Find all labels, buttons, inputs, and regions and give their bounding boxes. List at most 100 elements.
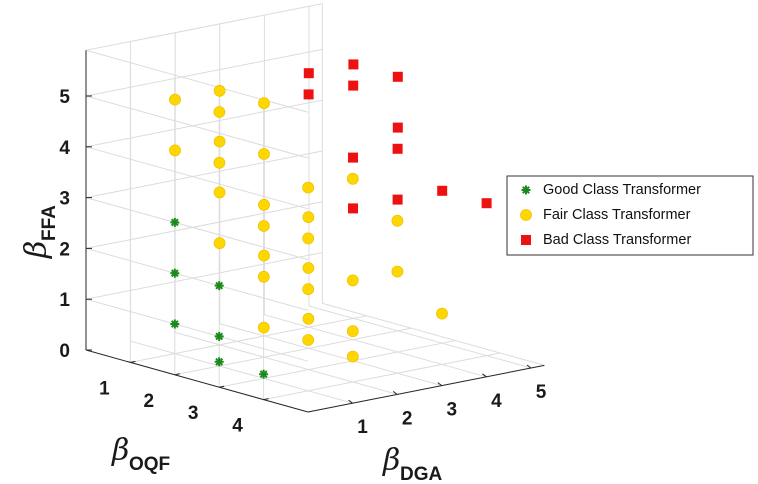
grid-line <box>130 315 367 363</box>
y-tick-mark <box>482 373 487 378</box>
z-axis-label-sub: FFA <box>39 205 60 241</box>
fair-point <box>346 350 359 363</box>
y-tick-label: 1 <box>357 417 368 438</box>
y-axis-line <box>307 364 545 413</box>
fair-point <box>213 156 226 169</box>
grid-line <box>322 302 545 366</box>
x-tick-mark <box>219 385 225 388</box>
y-axis-label-beta: β <box>382 443 400 478</box>
fair-point <box>258 198 270 211</box>
bad-point <box>481 198 492 209</box>
fair-point <box>258 249 270 262</box>
good-point <box>214 357 224 367</box>
legend-label-good: Good Class Transformer <box>543 182 701 198</box>
grid-line <box>85 201 323 249</box>
z-tick-label: 4 <box>59 138 70 159</box>
z-axis-label: β FFA <box>19 205 60 259</box>
y-tick-label: 2 <box>402 408 413 429</box>
fair-point <box>257 220 270 232</box>
tick-labels: 0 1 2 3 4 5 1 2 3 4 1 2 3 4 5 <box>59 87 546 438</box>
grid-line <box>85 49 309 113</box>
fair-point <box>302 312 315 325</box>
x-tick-label: 4 <box>232 416 243 437</box>
bad-point <box>437 185 448 196</box>
grid-line <box>308 305 532 369</box>
legend-marker-fair <box>520 209 532 221</box>
fair-point <box>302 232 315 245</box>
x-tick-mark <box>263 398 269 401</box>
grid-layer <box>85 3 545 413</box>
fair-point <box>169 144 181 157</box>
good-point <box>214 281 224 291</box>
bad-point <box>303 89 314 100</box>
grid-line <box>85 247 309 311</box>
legend-box <box>506 175 754 256</box>
fair-point <box>391 265 404 278</box>
bad-point <box>348 203 358 214</box>
y-tick-mark <box>392 390 398 395</box>
fair-point <box>346 274 359 287</box>
grid-line <box>174 327 412 376</box>
grid-line <box>85 298 309 362</box>
bad-point <box>392 122 403 133</box>
y-axis-label: β DGA <box>382 443 443 484</box>
fair-point <box>213 106 226 118</box>
fair-point <box>346 172 359 185</box>
y-tick-mark <box>437 382 443 387</box>
legend-marker-bad <box>521 235 531 245</box>
fair-point <box>257 270 270 283</box>
grid-line <box>263 352 501 401</box>
grid-line <box>85 252 323 300</box>
fair-point <box>302 211 315 224</box>
z-tick-label: 2 <box>59 239 70 260</box>
legend-label-fair: Fair Class Transformer <box>543 207 691 223</box>
fair-point <box>213 237 226 250</box>
fair-point <box>302 283 315 296</box>
y-tick-label: 5 <box>536 382 547 403</box>
good-point <box>259 369 269 379</box>
fair-point <box>213 84 226 97</box>
legend-marker-symbol <box>521 235 531 245</box>
y-tick-mark <box>526 364 532 369</box>
z-tick-label: 1 <box>59 290 70 311</box>
fair-point <box>302 334 315 346</box>
y-tick-mark <box>348 399 353 404</box>
z-tick-label: 5 <box>59 87 70 108</box>
z-axis-label-beta: β <box>19 241 54 259</box>
grid-line <box>219 323 442 387</box>
grid-line <box>264 314 487 378</box>
fair-point <box>302 181 315 194</box>
fair-point <box>258 148 270 160</box>
x-axis-label: β OQF <box>111 433 170 475</box>
bad-point <box>392 71 403 82</box>
fair-point <box>436 307 448 320</box>
bad-point <box>392 194 403 205</box>
fair-point <box>346 325 359 338</box>
x-tick-mark <box>174 373 180 376</box>
grid-line <box>130 340 353 404</box>
x-axis-line <box>85 349 309 413</box>
good-point <box>170 319 180 329</box>
legend-label-bad: Bad Class Transformer <box>543 232 691 248</box>
x-axis-label-beta: β <box>111 433 129 468</box>
x-tick-label: 1 <box>99 378 110 399</box>
good-point <box>170 268 180 278</box>
grid-line <box>85 146 309 210</box>
grid-line <box>175 331 398 395</box>
legend: Good Class Transformer Fair Class Transf… <box>506 175 754 256</box>
grid-line <box>85 95 309 159</box>
z-tick-label: 0 <box>59 341 70 362</box>
x-tick-mark <box>130 360 136 363</box>
good-point <box>214 331 224 341</box>
fair-point <box>391 214 404 227</box>
bad-point <box>348 59 359 70</box>
bad-point <box>348 80 359 91</box>
grid-line <box>85 48 323 97</box>
bad-point <box>392 143 403 154</box>
grid-line <box>85 197 309 261</box>
grid-line <box>219 340 456 388</box>
fair-point <box>257 321 270 334</box>
fair-point <box>258 97 270 110</box>
fair-point <box>213 135 226 148</box>
